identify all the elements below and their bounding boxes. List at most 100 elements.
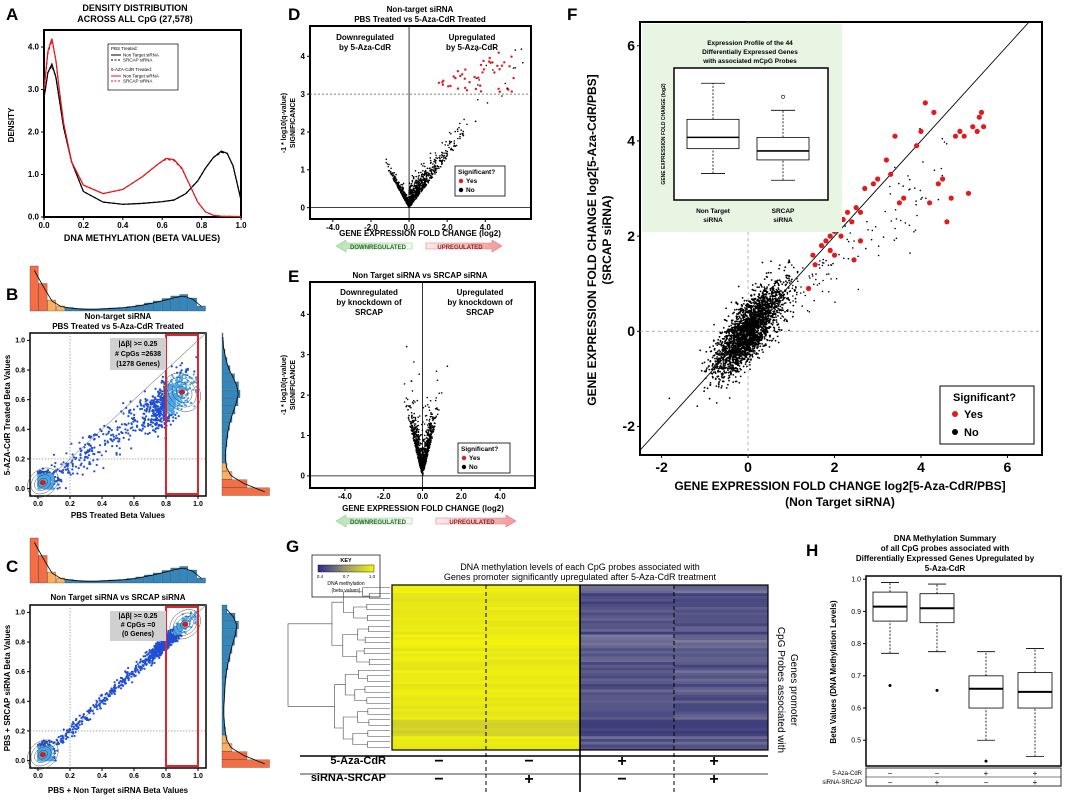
scatter-point bbox=[95, 463, 98, 467]
chart-title: Non-target siRNA bbox=[387, 5, 454, 14]
scatter-point bbox=[106, 440, 109, 443]
scatter-point bbox=[192, 388, 195, 391]
volcano-point bbox=[414, 170, 417, 172]
scatter-point bbox=[51, 475, 54, 478]
panel-b: B Non-target siRNA PBS Treated vs 5-Aza-… bbox=[3, 265, 270, 520]
volcano-point bbox=[435, 167, 438, 170]
volcano-point bbox=[446, 153, 449, 155]
scatter-point bbox=[70, 442, 73, 445]
scatter-point bbox=[89, 709, 92, 713]
hist-bar bbox=[29, 537, 39, 584]
scatter-point bbox=[74, 731, 77, 734]
volcano-point bbox=[408, 414, 410, 417]
scatter-point bbox=[115, 451, 118, 455]
y-tick-label: 0.6 bbox=[15, 669, 25, 676]
scatter-point bbox=[78, 441, 81, 444]
volcano-point bbox=[385, 158, 388, 161]
scatter-point bbox=[127, 422, 130, 425]
significant-point bbox=[500, 64, 504, 67]
scatter-point bbox=[177, 415, 180, 418]
scatter-point bbox=[128, 410, 131, 413]
hist-bar bbox=[188, 297, 197, 312]
scatter-point bbox=[143, 409, 146, 412]
scatter-point bbox=[67, 469, 70, 472]
scatter-point bbox=[108, 693, 111, 697]
scatter-point bbox=[180, 408, 183, 411]
volcano-point bbox=[438, 392, 441, 395]
y-tick-label: 2.0 bbox=[28, 128, 40, 137]
scatter-point bbox=[65, 452, 68, 455]
scatter-point bbox=[77, 722, 80, 725]
scatter-point bbox=[103, 443, 107, 446]
scatter-point bbox=[58, 486, 61, 489]
scatter-point bbox=[74, 465, 78, 468]
volcano-point bbox=[452, 149, 455, 152]
scatter-point bbox=[180, 634, 183, 638]
scatter-point bbox=[183, 396, 186, 399]
density-core bbox=[182, 621, 189, 627]
scatter-point bbox=[78, 459, 81, 462]
volcano-point bbox=[422, 453, 425, 455]
scatter-point bbox=[149, 403, 152, 406]
scatter-point bbox=[148, 431, 151, 434]
hist-bar bbox=[221, 373, 235, 382]
volcano-point bbox=[426, 167, 429, 170]
volcano-point bbox=[445, 140, 447, 143]
scatter-point bbox=[153, 405, 156, 408]
scatter-point bbox=[104, 693, 107, 696]
volcano-point bbox=[435, 415, 438, 418]
volcano-point bbox=[429, 426, 432, 429]
scatter-point bbox=[79, 453, 82, 456]
scatter-point bbox=[71, 453, 74, 456]
scatter-point bbox=[166, 646, 170, 650]
density-core bbox=[39, 480, 46, 486]
scatter-point bbox=[185, 399, 189, 402]
significant-point bbox=[437, 81, 441, 85]
panel-d: D Non-target siRNA PBS Treated vs 5-Aza-… bbox=[281, 5, 532, 253]
scatter-point bbox=[174, 640, 177, 643]
scatter-point bbox=[59, 735, 62, 738]
legend-marker-yes bbox=[458, 178, 464, 184]
y-tick-label: 4 bbox=[301, 52, 306, 61]
x-tick-label: 4.0 bbox=[495, 492, 507, 501]
y-tick-label: 0.4 bbox=[15, 427, 25, 434]
scatter-point bbox=[111, 445, 114, 448]
volcano-point bbox=[408, 182, 411, 184]
scatter-point bbox=[65, 735, 68, 738]
scatter-point bbox=[131, 681, 134, 684]
scatter-point bbox=[78, 714, 81, 717]
scatter-point bbox=[120, 687, 123, 690]
x-tick-label: 0.8 bbox=[161, 501, 171, 508]
scatter-point bbox=[70, 735, 74, 738]
scatter-point bbox=[114, 420, 118, 423]
scatter-point bbox=[67, 471, 70, 474]
scatter-point bbox=[130, 412, 133, 415]
hist-bar bbox=[221, 487, 270, 496]
scatter-point bbox=[93, 437, 96, 440]
volcano-point bbox=[434, 160, 437, 162]
volcano-point bbox=[441, 162, 443, 165]
x-tick-label: 0.0 bbox=[33, 773, 43, 780]
scatter-point bbox=[67, 731, 70, 734]
volcano-point bbox=[421, 173, 423, 176]
region-note: Downregulated bbox=[336, 33, 394, 42]
scatter-point bbox=[74, 727, 77, 730]
volcano-point bbox=[463, 118, 465, 121]
scatter-point bbox=[161, 390, 164, 393]
scatter-point bbox=[143, 390, 146, 393]
scatter-point bbox=[124, 679, 127, 682]
scatter-point bbox=[118, 681, 121, 684]
arrow-label: UPREGULATED bbox=[437, 245, 483, 251]
scatter-point bbox=[82, 715, 85, 718]
scatter-point bbox=[104, 699, 107, 702]
volcano-point bbox=[420, 190, 422, 193]
volcano-point bbox=[430, 177, 433, 179]
scatter-point bbox=[53, 465, 56, 468]
scatter-point bbox=[168, 399, 171, 402]
annotation-line: # CpGs =2638 bbox=[115, 351, 161, 358]
scatter-point bbox=[161, 425, 164, 429]
scatter-point bbox=[121, 677, 124, 680]
x-tick-label: 0.6 bbox=[129, 773, 139, 780]
volcano-point bbox=[411, 195, 414, 197]
scatter-point bbox=[178, 403, 181, 407]
